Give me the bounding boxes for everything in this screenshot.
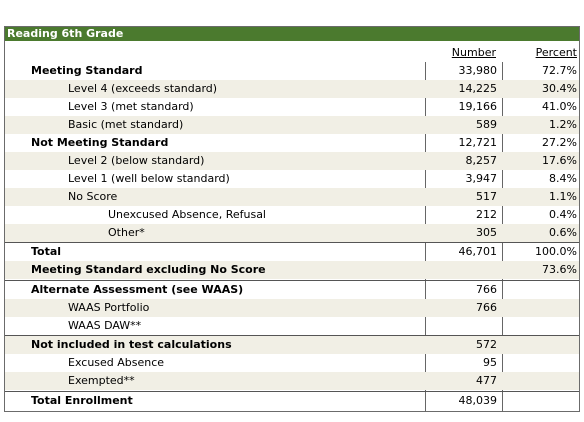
row-number: 477 [476, 374, 497, 387]
table-row: Level 1 (well below standard) 3,947 8.4% [5, 170, 579, 188]
table-row: WAAS DAW** [5, 317, 579, 335]
row-number: 48,039 [458, 394, 498, 407]
row-number: 8,257 [465, 154, 498, 167]
row-number: 212 [476, 208, 497, 221]
row-number: 12,721 [458, 136, 498, 149]
table-row: Total Enrollment 48,039 [5, 391, 579, 410]
results-table: Reading 6th Grade Number Percent Meeting… [4, 26, 580, 412]
table-row: Not included in test calculations 572 [5, 335, 579, 354]
row-label: Level 1 (well below standard) [68, 172, 230, 185]
row-label: Not Meeting Standard [31, 136, 169, 149]
number-column-header: Number [451, 46, 496, 59]
table-row: WAAS Portfolio 766 [5, 299, 579, 317]
row-label: Level 3 (met standard) [68, 100, 194, 113]
row-number: 14,225 [458, 82, 498, 95]
row-label: Level 4 (exceeds standard) [68, 82, 218, 95]
row-percent: 73.6% [542, 263, 577, 276]
row-percent: 1.1% [549, 190, 577, 203]
row-label: Basic (met standard) [68, 118, 184, 131]
row-percent: 1.2% [549, 118, 577, 131]
row-label: Meeting Standard [31, 64, 143, 77]
row-label: Not included in test calculations [31, 338, 232, 351]
row-number: 46,701 [458, 245, 498, 258]
row-number: 33,980 [458, 64, 498, 77]
table-row: Unexcused Absence, Refusal 212 0.4% [5, 206, 579, 224]
row-number: 517 [476, 190, 497, 203]
row-percent: 72.7% [542, 64, 577, 77]
table-row: Not Meeting Standard 12,721 27.2% [5, 134, 579, 152]
row-label: Meeting Standard excluding No Score [31, 263, 266, 276]
row-label: Excused Absence [68, 356, 165, 369]
row-number: 572 [476, 338, 497, 351]
table-row: Level 4 (exceeds standard) 14,225 30.4% [5, 80, 579, 98]
table-row: Excused Absence 95 [5, 354, 579, 372]
table-row: No Score 517 1.1% [5, 188, 579, 206]
row-label: Total Enrollment [31, 394, 133, 407]
row-label: Level 2 (below standard) [68, 154, 205, 167]
table-row: Exempted** 477 [5, 372, 579, 390]
row-label: Unexcused Absence, Refusal [108, 208, 266, 221]
row-percent: 27.2% [542, 136, 577, 149]
table-row: Level 3 (met standard) 19,166 41.0% [5, 98, 579, 116]
table-row: Other* 305 0.6% [5, 224, 579, 242]
row-number: 95 [483, 356, 497, 369]
table-title: Reading 6th Grade [5, 27, 579, 41]
row-percent: 17.6% [542, 154, 577, 167]
percent-column-header: Percent [535, 46, 577, 59]
row-percent: 41.0% [542, 100, 577, 113]
row-label: No Score [68, 190, 118, 203]
table-row: Alternate Assessment (see WAAS) 766 [5, 280, 579, 299]
row-label: Total [31, 245, 62, 258]
row-number: 19,166 [458, 100, 498, 113]
row-label: Other* [108, 226, 145, 239]
row-percent: 100.0% [535, 245, 577, 258]
row-label: Alternate Assessment (see WAAS) [31, 283, 244, 296]
row-number: 3,947 [465, 172, 498, 185]
table-row: Total 46,701 100.0% [5, 242, 579, 261]
table-row: Meeting Standard 33,980 72.7% [5, 62, 579, 80]
row-label: Exempted** [68, 374, 135, 387]
row-number: 589 [476, 118, 497, 131]
row-number: 766 [476, 301, 497, 314]
row-percent: 0.6% [549, 226, 577, 239]
row-number: 305 [476, 226, 497, 239]
row-percent: 0.4% [549, 208, 577, 221]
table-row: Basic (met standard) 589 1.2% [5, 116, 579, 134]
row-percent: 30.4% [542, 82, 577, 95]
table-row: Meeting Standard excluding No Score 73.6… [5, 261, 579, 279]
row-label: WAAS Portfolio [68, 301, 150, 314]
row-number: 766 [476, 283, 497, 296]
table-row: Level 2 (below standard) 8,257 17.6% [5, 152, 579, 170]
row-percent: 8.4% [549, 172, 577, 185]
row-label: WAAS DAW** [68, 319, 142, 332]
